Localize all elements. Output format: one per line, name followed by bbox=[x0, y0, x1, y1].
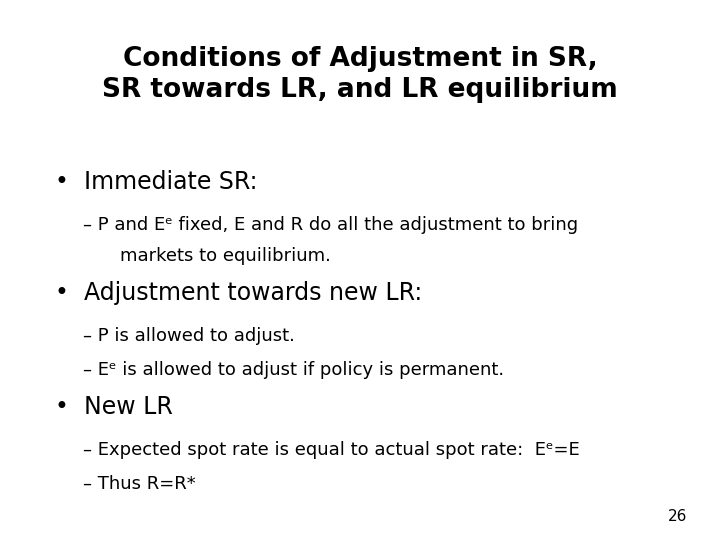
Text: – Thus R=R*: – Thus R=R* bbox=[83, 475, 196, 493]
Text: Conditions of Adjustment in SR,
SR towards LR, and LR equilibrium: Conditions of Adjustment in SR, SR towar… bbox=[102, 46, 618, 103]
Text: New LR: New LR bbox=[84, 395, 173, 419]
Text: •: • bbox=[54, 281, 68, 305]
Text: – P is allowed to adjust.: – P is allowed to adjust. bbox=[83, 327, 294, 345]
Text: 26: 26 bbox=[668, 509, 688, 524]
Text: Adjustment towards new LR:: Adjustment towards new LR: bbox=[84, 281, 423, 305]
Text: – Expected spot rate is equal to actual spot rate:  Eᵉ=E: – Expected spot rate is equal to actual … bbox=[83, 441, 580, 459]
Text: Immediate SR:: Immediate SR: bbox=[84, 170, 258, 194]
Text: – Eᵉ is allowed to adjust if policy is permanent.: – Eᵉ is allowed to adjust if policy is p… bbox=[83, 361, 504, 379]
Text: markets to equilibrium.: markets to equilibrium. bbox=[120, 247, 331, 265]
Text: •: • bbox=[54, 395, 68, 419]
Text: •: • bbox=[54, 170, 68, 194]
Text: – P and Eᵉ fixed, E and R do all the adjustment to bring: – P and Eᵉ fixed, E and R do all the adj… bbox=[83, 216, 578, 234]
